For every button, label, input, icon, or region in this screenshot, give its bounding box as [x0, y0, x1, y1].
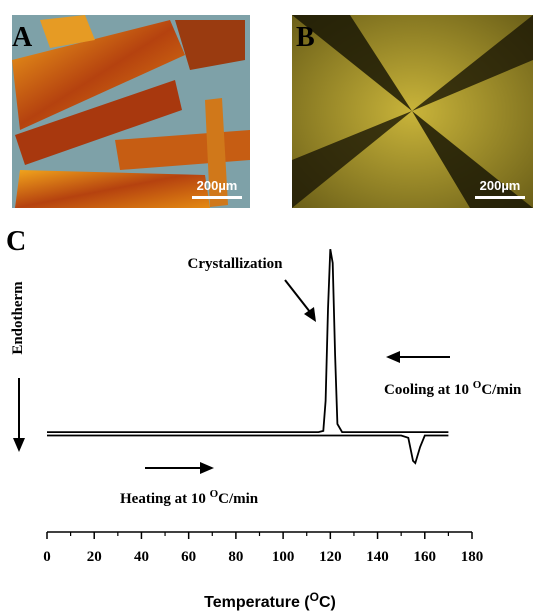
x-tick-label: 60: [181, 549, 196, 565]
x-axis-label: Temperature (OC): [204, 590, 336, 611]
panel-label: C: [6, 226, 26, 257]
annotation-text: Cooling at 10: [384, 382, 473, 398]
micrograph-b: 200µm B: [292, 15, 533, 208]
x-tick-label: 140: [366, 549, 389, 565]
x-tick-label: 100: [272, 549, 295, 565]
arrows: [13, 280, 450, 474]
x-tick-label: 120: [319, 549, 342, 565]
scale-bar-label: 200µm: [197, 178, 238, 193]
x-tick-label: 20: [87, 549, 102, 565]
x-tick-label: 0: [43, 549, 51, 565]
panel-label: B: [296, 22, 315, 53]
annotation: Crystallization: [188, 256, 284, 272]
x-tick-label: 160: [414, 549, 437, 565]
scale-bar-label: 200µm: [480, 178, 521, 193]
figure: 200µm A 200µm B C Endotherm Crystallizat…: [0, 0, 543, 612]
annotation-text: Heating at 10: [120, 491, 210, 507]
annotation-text: C/min: [481, 382, 522, 398]
x-tick-label: 40: [134, 549, 149, 565]
annotation: Heating at 10 OC/min: [120, 488, 259, 507]
x-axis-label-text: C): [319, 594, 336, 611]
x-tick-label: 80: [228, 549, 243, 565]
annotation-text: C/min: [218, 491, 259, 507]
panel-label: A: [12, 22, 33, 53]
line: [47, 436, 448, 464]
x-tick-label: 180: [461, 549, 484, 565]
y-axis-label: Endotherm: [10, 281, 26, 355]
micrograph-a: 200µm A: [12, 15, 250, 208]
line: [47, 249, 448, 432]
x-axis-label-sup: O: [310, 590, 319, 604]
annotation: Cooling at 10 OC/min: [384, 379, 522, 398]
x-axis-label-text: Temperature (: [204, 594, 310, 611]
